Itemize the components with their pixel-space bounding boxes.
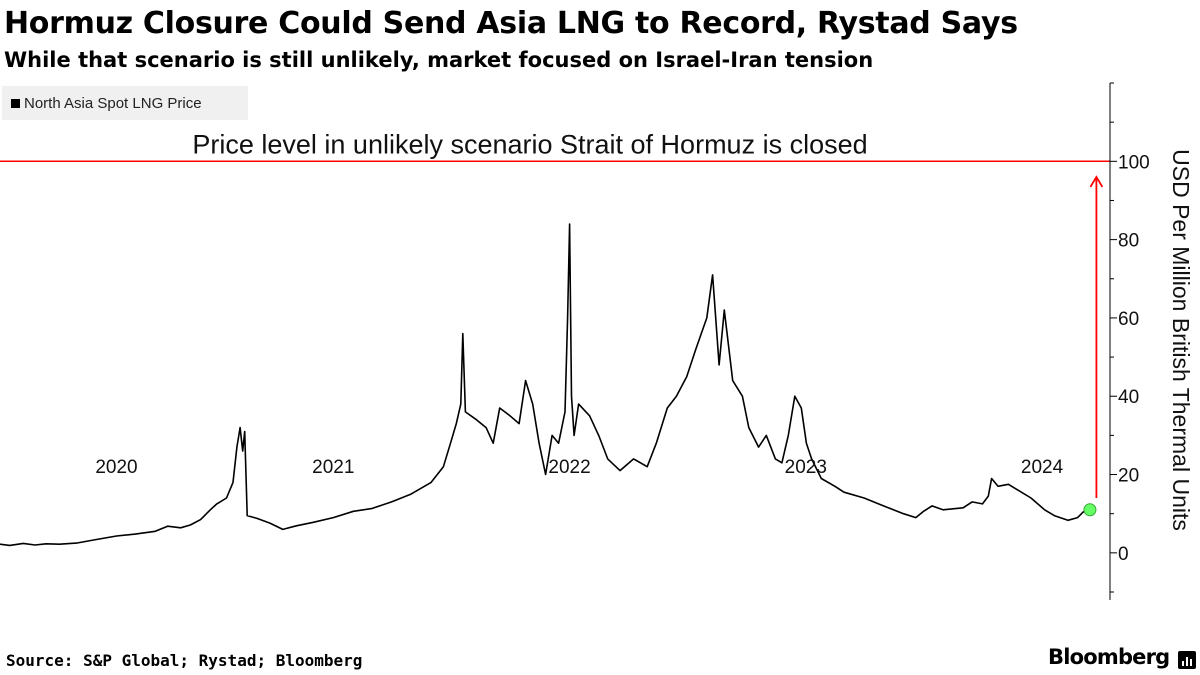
legend-label: North Asia Spot LNG Price: [24, 94, 202, 112]
reference-line-label: Price level in unlikely scenario Strait …: [192, 129, 867, 159]
y-axis-label: USD Per Million British Thermal Units: [1168, 149, 1194, 531]
x-axis-ticks: 2020 2021 2022 2023 2024: [95, 457, 1063, 478]
bloomberg-chart-icon: [1178, 651, 1196, 669]
chart-subtitle: While that scenario is still unlikely, m…: [4, 48, 874, 72]
x-tick-label: 2023: [785, 457, 827, 478]
y-tick-label: 100: [1118, 152, 1150, 173]
legend: North Asia Spot LNG Price: [2, 86, 248, 120]
current-price-marker: [1083, 503, 1097, 517]
x-tick-label: 2024: [1021, 457, 1064, 478]
bloomberg-logo-text: Bloomberg: [1048, 645, 1170, 669]
x-tick-label: 2020: [95, 457, 137, 478]
y-tick-label: 40: [1118, 387, 1139, 408]
y-tick-label: 60: [1118, 309, 1139, 330]
red-arrow-head: [1089, 175, 1104, 188]
source-note: Source: S&P Global; Rystad; Bloomberg: [6, 651, 363, 670]
y-tick-label: 20: [1118, 466, 1139, 487]
y-tick-label: 80: [1118, 231, 1139, 252]
x-tick-label: 2022: [548, 457, 590, 478]
y-axis-ticks: 0 20 40 60 80 100: [1110, 82, 1150, 593]
reference-line-group: Price level in unlikely scenario Strait …: [0, 129, 1110, 163]
legend-swatch: [11, 98, 20, 108]
series-line-north-asia-spot-lng: [0, 223, 1090, 547]
y-tick-label: 0: [1118, 544, 1129, 565]
chart-title: Hormuz Closure Could Send Asia LNG to Re…: [4, 6, 1018, 41]
x-tick-label: 2021: [312, 457, 354, 478]
